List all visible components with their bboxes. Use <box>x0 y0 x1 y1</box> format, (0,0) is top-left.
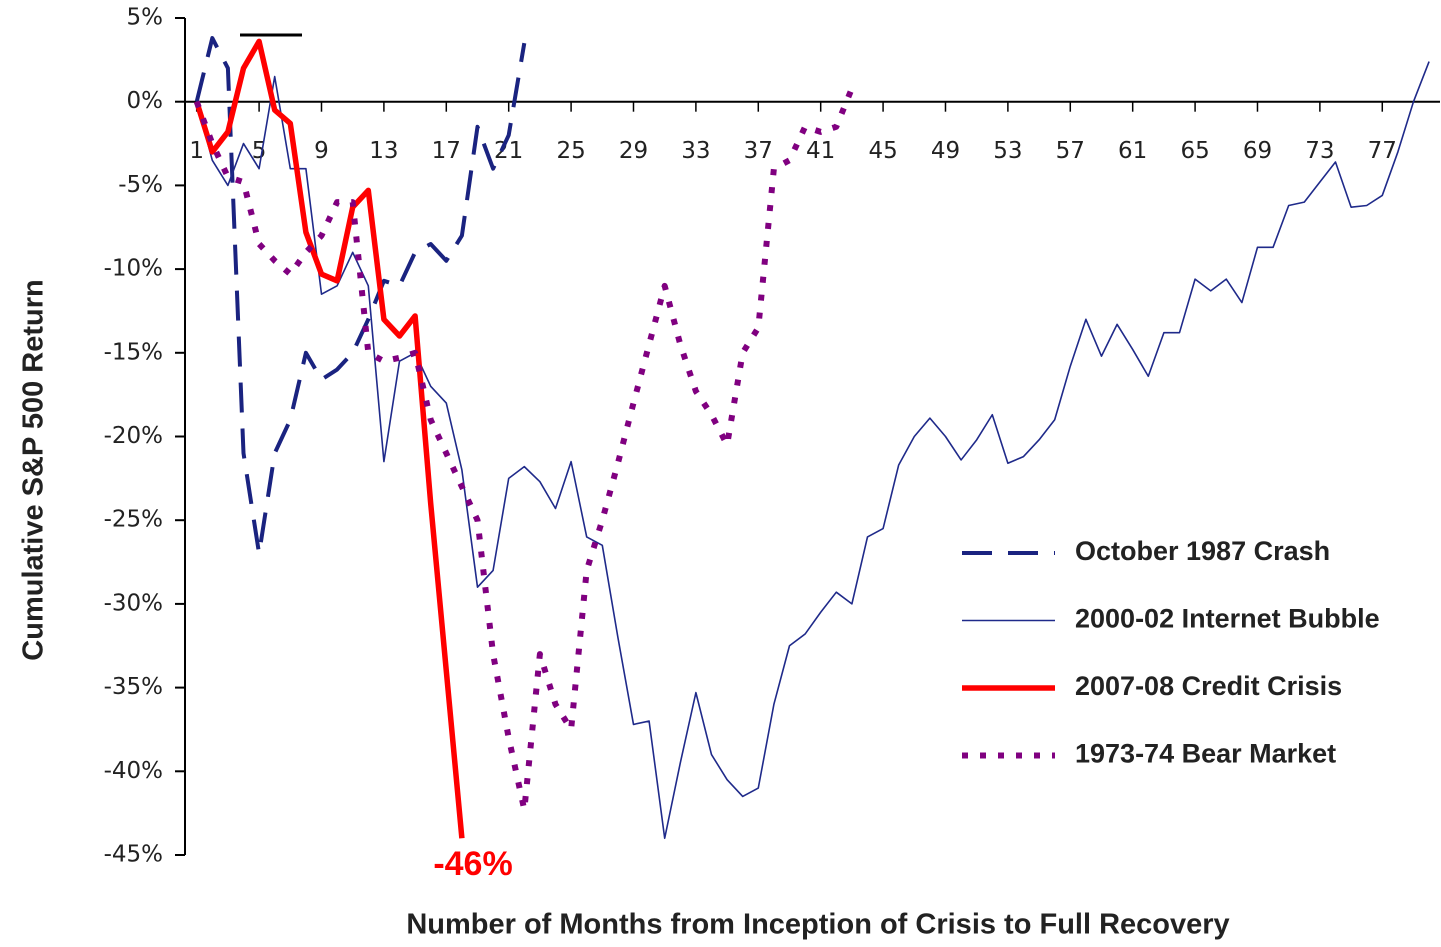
legend-label: 2000-02 Internet Bubble <box>1075 604 1380 634</box>
y-tick-label: -25% <box>104 507 163 533</box>
x-tick-label: 13 <box>369 138 398 164</box>
y-tick-label: -15% <box>104 339 163 365</box>
x-tick-label: 73 <box>1305 138 1334 164</box>
x-tick-label: 65 <box>1180 138 1209 164</box>
x-tick-label: 41 <box>806 138 835 164</box>
y-tick-label: -45% <box>104 842 163 868</box>
x-tick-label: 17 <box>432 138 461 164</box>
y-tick-label: -35% <box>104 674 163 700</box>
series-line <box>194 36 527 556</box>
legend-label: 1973-74 Bear Market <box>1075 739 1336 769</box>
legend-label: 2007-08 Credit Crisis <box>1075 671 1342 701</box>
annotation: -46% <box>433 845 512 883</box>
legend-label: October 1987 Crash <box>1075 536 1330 566</box>
x-tick-label: 25 <box>556 138 585 164</box>
x-axis-title: Number of Months from Inception of Crisi… <box>406 909 1229 941</box>
y-tick-label: 0% <box>127 88 164 114</box>
series-line <box>195 61 1430 840</box>
x-tick-label: 37 <box>744 138 773 164</box>
series-line <box>194 38 465 839</box>
x-tick-label: 57 <box>1056 138 1085 164</box>
x-tick-label: 29 <box>619 138 648 164</box>
y-tick-label: -10% <box>104 256 163 282</box>
x-tick-label: 49 <box>931 138 960 164</box>
x-tick-label: 77 <box>1368 138 1397 164</box>
y-tick-label: -30% <box>104 590 163 616</box>
x-tick-label: 9 <box>314 138 329 164</box>
x-tick-label: 1 <box>189 138 204 164</box>
y-axis-title: Cumulative S&P 500 Return <box>18 279 50 660</box>
y-tick-label: -20% <box>104 423 163 449</box>
y-tick-label: -5% <box>118 172 163 198</box>
x-tick-label: 69 <box>1243 138 1272 164</box>
x-tick-label: 53 <box>993 138 1022 164</box>
y-tick-label: -40% <box>104 758 163 784</box>
x-tick-label: 61 <box>1118 138 1147 164</box>
y-tick-label: 5% <box>127 5 164 31</box>
series-line <box>193 87 855 813</box>
x-tick-label: 33 <box>681 138 710 164</box>
x-tick-label: 45 <box>868 138 897 164</box>
x-tick-label: 21 <box>494 138 523 164</box>
